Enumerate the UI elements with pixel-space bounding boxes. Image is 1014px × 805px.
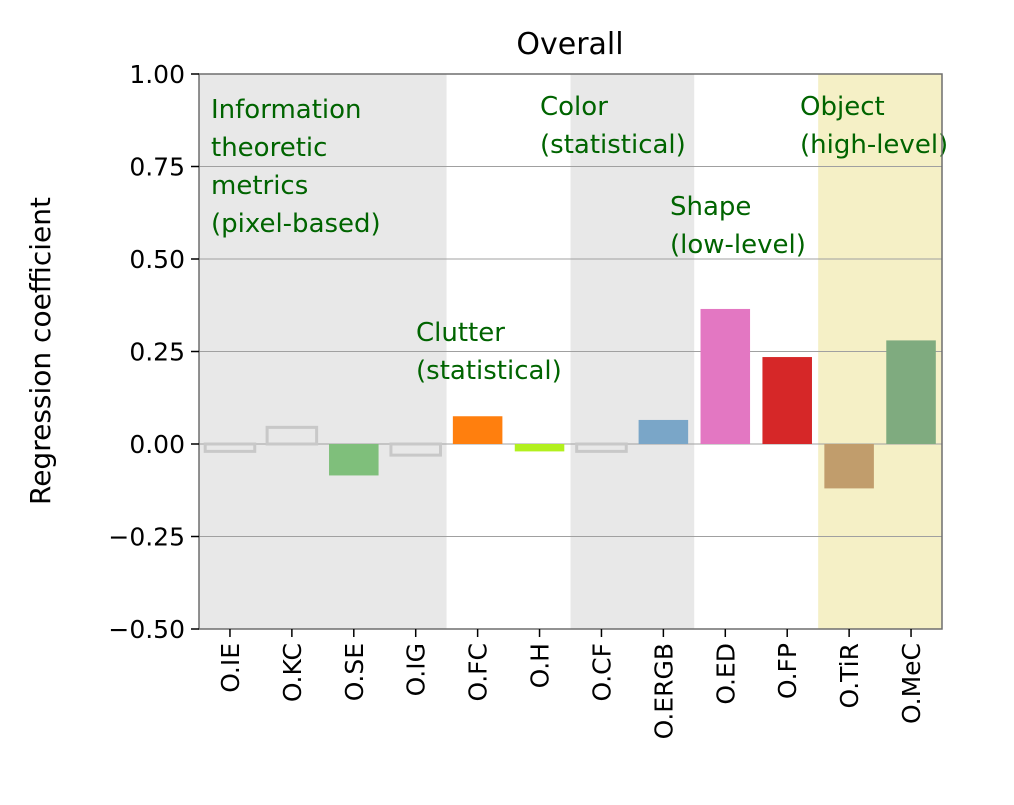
annotation-layer: Information theoretic metrics (pixel-based)… — [211, 92, 948, 386]
x-tick-label: O.FP — [773, 643, 802, 699]
bar-o-ed — [700, 308, 751, 444]
x-axis: O.IE O.KC O.SE O.IG O.FC O.H O.CF O.ERGB O.ED O.F… — [216, 629, 926, 739]
x-tick-label: O.H — [526, 643, 555, 688]
y-tick-label: −0.50 — [108, 615, 185, 644]
bar-o-tir — [824, 444, 874, 489]
group-label-line: Object — [800, 92, 885, 122]
x-tick-label: O.KC — [278, 643, 307, 702]
bar-o-ig — [389, 442, 442, 457]
y-axis-label: Regression coefficient — [24, 197, 57, 505]
group-label-line: metrics — [211, 171, 308, 201]
group-label-line: Clutter — [416, 318, 505, 348]
gridline-layer — [199, 166, 942, 537]
x-tick-label: O.FC — [464, 643, 493, 701]
bar-o-h — [514, 444, 565, 452]
group-label-line: Shape — [670, 192, 751, 222]
y-tick-label: 0.25 — [129, 338, 185, 367]
bar-o-ie — [203, 442, 257, 453]
x-tick-label: O.ERGB — [649, 643, 678, 739]
y-tick-label: 0.50 — [129, 245, 185, 274]
y-axis: 1.00 0.75 0.50 0.25 0.00 −0.25 −0.50 — [108, 60, 199, 644]
group-label-2: Color (statistical) — [540, 92, 686, 160]
group-label-line: theoretic — [211, 133, 327, 163]
y-tick-label: 1.00 — [129, 60, 185, 89]
bar-o-kc — [265, 425, 319, 446]
group-label-line: (pixel-based) — [211, 209, 381, 239]
x-tick-label: O.CF — [587, 643, 616, 701]
group-label-1: Clutter (statistical) — [416, 318, 562, 386]
x-tick-label: O.SE — [340, 643, 369, 701]
x-tick-label: O.MeC — [897, 643, 926, 724]
chart-title: Overall — [516, 27, 623, 62]
bar-o-fp — [762, 357, 812, 444]
group-label-0: Information theoretic metrics (pixel-based) — [211, 95, 381, 239]
x-tick-label: O.IG — [402, 643, 431, 696]
group-label-line: (statistical) — [540, 130, 686, 160]
bar-o-fc — [452, 416, 503, 444]
x-tick-label: O.ED — [711, 643, 740, 705]
group-label-line: (statistical) — [416, 356, 562, 386]
group-label-line: (low-level) — [670, 230, 806, 260]
bar-layer — [203, 308, 936, 489]
group-label-line: Color — [540, 92, 608, 122]
y-tick-label: 0.00 — [129, 430, 185, 459]
group-label-3: Shape (low-level) — [670, 192, 806, 260]
x-tick-label: O.IE — [216, 643, 245, 693]
group-label-line: (high-level) — [800, 130, 948, 160]
bar-o-cf — [575, 442, 628, 453]
y-tick-label: 0.75 — [129, 153, 185, 182]
bar-o-ergb — [638, 419, 689, 444]
bar-o-mec — [886, 340, 936, 444]
group-label-line: Information — [211, 95, 362, 125]
bar-o-se — [329, 444, 379, 476]
group-label-4: Object (high-level) — [800, 92, 948, 160]
x-tick-label: O.TiR — [835, 643, 864, 708]
y-tick-label: −0.25 — [108, 523, 185, 552]
